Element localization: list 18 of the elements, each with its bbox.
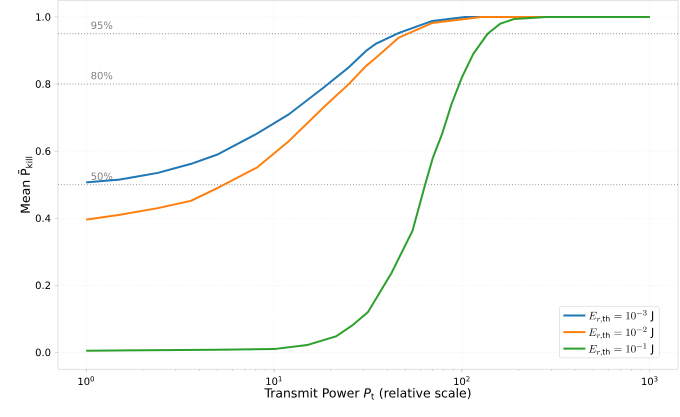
legend-label: $E_{r,\mathrm{th}} = 10^{-1}\ \mathrm{J}$ [588, 343, 654, 356]
y-tick-label: 0.4 [36, 214, 50, 222]
y-tick-label: 1.0 [36, 13, 50, 21]
y-tick-label: 0.0 [36, 348, 50, 356]
y-tick-label: 0.6 [36, 147, 50, 155]
y-axis-title: Mean P̄$_{kill}$ [18, 156, 32, 212]
y-tick-label: 0.8 [36, 80, 50, 88]
x-axis-title: Transmit Power P$_{t}$ (relative scale) [264, 388, 470, 400]
ref-line-label: 95% [91, 21, 112, 29]
legend-label: $E_{r,\mathrm{th}} = 10^{-3}\ \mathrm{J}$ [588, 310, 654, 323]
y-tick-label: 0.2 [36, 281, 50, 289]
x-tick-label: 10$^{2}$ [454, 376, 470, 386]
ref-line-label: 50% [91, 172, 112, 180]
x-tick-label: 10$^{1}$ [266, 376, 282, 385]
x-tick-label: 10$^{0}$ [78, 376, 94, 386]
x-tick-label: 10$^{3}$ [642, 376, 658, 386]
legend-label: $E_{r,\mathrm{th}} = 10^{-2}\ \mathrm{J}$ [588, 326, 654, 340]
ref-line-label: 80% [91, 72, 112, 80]
